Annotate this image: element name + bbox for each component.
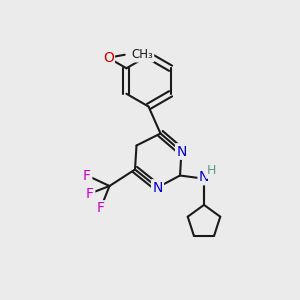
Text: F: F xyxy=(86,187,94,200)
Text: N: N xyxy=(199,170,209,184)
Text: F: F xyxy=(97,202,104,215)
Text: H: H xyxy=(207,164,216,178)
Text: O: O xyxy=(103,51,114,65)
Text: N: N xyxy=(176,145,187,158)
Text: N: N xyxy=(152,181,163,194)
Text: F: F xyxy=(83,169,91,182)
Text: CH₃: CH₃ xyxy=(131,48,153,61)
